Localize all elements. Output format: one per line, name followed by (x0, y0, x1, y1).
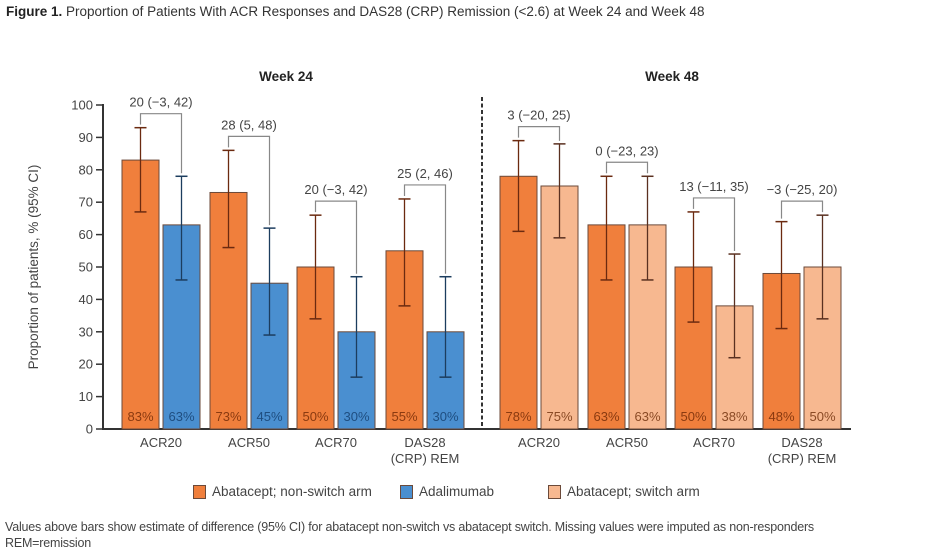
y-tick-label: 50 (79, 260, 93, 275)
y-tick-label: 90 (79, 130, 93, 145)
bar-value-label: 45% (256, 409, 282, 424)
bar-value-label: 63% (634, 409, 660, 424)
legend-swatch (193, 484, 206, 499)
x-tick-label: ACR20 (140, 435, 182, 450)
y-tick-label: 30 (79, 324, 93, 339)
difference-label: 3 (−20, 25) (507, 108, 570, 123)
footnote-abbreviation: REM=remission (5, 536, 91, 550)
bar-value-label: 50% (680, 409, 706, 424)
y-tick-label: 80 (79, 162, 93, 177)
y-tick-label: 10 (79, 389, 93, 404)
bar-value-label: 48% (768, 409, 794, 424)
bar (209, 191, 248, 430)
legend-label: Adalimumab (419, 484, 495, 499)
bar (162, 224, 201, 430)
legend-item-abatacept-non-switch: Abatacept; non-switch arm (193, 484, 372, 499)
difference-label: 20 (−3, 42) (129, 95, 192, 110)
bar-value-label: 75% (546, 409, 572, 424)
difference-label: 20 (−3, 42) (304, 182, 367, 197)
y-axis-title: Proportion of patients, % (95% CI) (26, 165, 41, 370)
y-tick-label: 40 (79, 292, 93, 307)
difference-bracket (314, 200, 358, 274)
panel-title: Week 24 (259, 69, 313, 84)
y-tick-label: 60 (79, 227, 93, 242)
x-tick-label: DAS28 (404, 435, 445, 450)
bar-value-label: 50% (302, 409, 328, 424)
x-tick-label: ACR50 (228, 435, 270, 450)
difference-bracket (227, 135, 271, 226)
difference-bracket (139, 113, 183, 174)
x-tick-label: DAS28 (781, 435, 822, 450)
difference-bracket (403, 184, 447, 274)
difference-bracket (605, 161, 649, 174)
panel-title: Week 48 (645, 69, 699, 84)
difference-label: 25 (2, 46) (397, 166, 453, 181)
y-tick-label: 0 (86, 422, 93, 437)
legend-label: Abatacept; switch arm (567, 484, 700, 499)
footnote-method: Values above bars show estimate of diffe… (5, 520, 814, 534)
x-tick-label: (CRP) REM (391, 451, 460, 466)
difference-label: −3 (−25, 20) (767, 182, 838, 197)
figure-label: Figure 1. (6, 4, 63, 19)
difference-bracket (780, 200, 824, 219)
figure-title-text: Proportion of Patients With ACR Response… (66, 4, 705, 19)
legend-item-abatacept-switch: Abatacept; switch arm (548, 484, 700, 499)
bar-value-label: 63% (168, 409, 194, 424)
legend-swatch (548, 484, 561, 499)
difference-label: 28 (5, 48) (221, 117, 277, 132)
bar-value-label: 63% (593, 409, 619, 424)
x-tick-label: ACR70 (693, 435, 735, 450)
y-tick-label: 70 (79, 195, 93, 210)
legend-item-adalimumab: Adalimumab (400, 484, 494, 499)
bar-value-label: 50% (809, 409, 835, 424)
x-tick-label: ACR70 (315, 435, 357, 450)
x-tick-label: ACR50 (606, 435, 648, 450)
y-tick-label: 20 (79, 357, 93, 372)
bar-value-label: 30% (432, 409, 458, 424)
difference-label: 13 (−11, 35) (679, 179, 749, 194)
bar (121, 159, 160, 430)
legend-label: Abatacept; non-switch arm (212, 484, 372, 499)
difference-label: 0 (−23, 23) (595, 143, 658, 158)
difference-bracket (692, 197, 736, 252)
bar-value-label: 73% (215, 409, 241, 424)
bar-value-label: 78% (505, 409, 531, 424)
bar-value-label: 55% (391, 409, 417, 424)
figure-title: Figure 1. Proportion of Patients With AC… (6, 4, 704, 19)
bar-value-label: 30% (343, 409, 369, 424)
difference-bracket (517, 126, 561, 141)
bar-value-label: 38% (721, 409, 747, 424)
legend-swatch (400, 484, 413, 499)
y-tick-label: 100 (71, 98, 93, 113)
bar-value-label: 83% (127, 409, 153, 424)
x-tick-label: ACR20 (518, 435, 560, 450)
x-tick-label: (CRP) REM (768, 451, 837, 466)
